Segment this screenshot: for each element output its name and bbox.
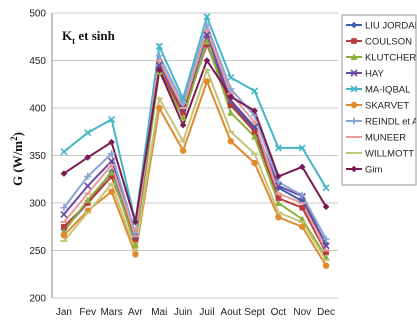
data-point-skarvet <box>204 78 210 84</box>
data-point-skarvet <box>61 232 67 238</box>
data-point-hay <box>85 183 91 189</box>
x-tick-label: Sept <box>244 307 265 318</box>
legend-label: MA-IQBAL <box>365 85 410 96</box>
data-point-ma-iqbal <box>85 130 91 136</box>
data-point-skarvet <box>156 105 162 111</box>
data-point-skarvet <box>299 224 305 230</box>
x-tick-labels: Jan Fev Mars Avr Mai Juin Juil Aout Sept Oct Nov De… <box>56 307 335 318</box>
x-tick-label: Mai <box>151 307 167 318</box>
data-point-klutcher <box>227 109 234 116</box>
legend: LIU JORDAN COULSON KLUTCHER HAY MA-IQBAL SKAR… <box>342 15 417 185</box>
x-tick-label: Juin <box>174 307 192 318</box>
data-point-coulson <box>299 205 305 211</box>
x-tick-label: Nov <box>293 307 311 318</box>
x-tick-label: Aout <box>220 307 241 318</box>
legend-label: MUNEER <box>365 133 406 144</box>
legend-label: WILLMOTT <box>365 149 414 160</box>
y-tick-label: 450 <box>29 56 46 67</box>
series-lines <box>64 17 326 266</box>
x-tick-label: Jan <box>56 307 72 318</box>
legend-marker <box>351 102 357 108</box>
x-tick-label: Fev <box>79 307 96 318</box>
y-tick-label: 350 <box>29 151 46 162</box>
legend-marker <box>351 38 357 44</box>
data-point-ma-iqbal <box>61 149 67 155</box>
legend-label: SKARVET <box>365 101 409 112</box>
data-point-hay <box>61 211 67 217</box>
data-point-skarvet <box>323 263 329 269</box>
data-point-skarvet <box>132 251 138 257</box>
legend-label: KLUTCHER <box>365 53 416 64</box>
y-tick-label: 250 <box>29 246 46 257</box>
data-point-ma-iqbal <box>323 185 329 191</box>
data-point-skarvet <box>180 148 186 154</box>
series-line-willmott <box>64 70 326 260</box>
y-tick-label: 400 <box>29 104 46 115</box>
series-markers <box>60 14 329 269</box>
chart-title: Kt et sinh <box>62 28 116 46</box>
y-tick-label: 300 <box>29 199 46 210</box>
y-tick-labels: 200 250 300 350 400 450 500 <box>29 9 46 305</box>
legend-label: LIU JORDAN <box>365 21 417 32</box>
series-line-ma-iqbal <box>64 17 326 222</box>
x-tick-label: Juil <box>199 307 214 318</box>
data-point-gim <box>180 122 187 129</box>
legend-label: HAY <box>365 69 384 80</box>
y-tick-label: 500 <box>29 9 46 20</box>
legend-label: REINDL et A <box>365 117 417 128</box>
y-tick-label: 200 <box>29 294 46 305</box>
x-tick-label: Oct <box>271 307 287 318</box>
legend-label: COULSON <box>365 37 412 48</box>
x-tick-label: Avr <box>128 307 143 318</box>
legend-label: Gim <box>365 165 383 176</box>
data-point-skarvet <box>108 188 114 194</box>
y-axis-label: G (W/m2) <box>9 132 25 186</box>
data-point-skarvet <box>228 138 234 144</box>
data-point-skarvet <box>251 160 257 166</box>
x-tick-label: Dec <box>317 307 335 318</box>
x-tick-label: Mars <box>100 307 122 318</box>
data-point-skarvet <box>275 214 281 220</box>
